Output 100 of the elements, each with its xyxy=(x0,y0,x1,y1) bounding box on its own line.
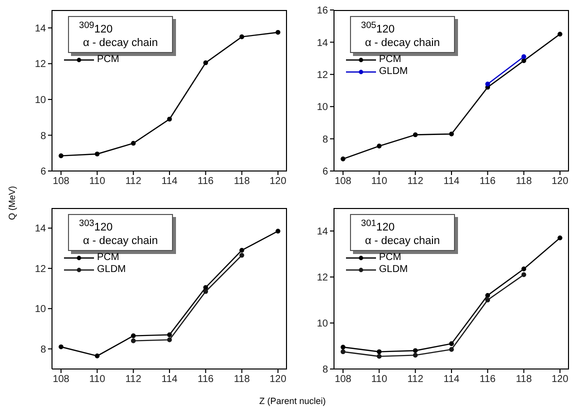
x-tick-label: 108 xyxy=(52,176,70,188)
point xyxy=(376,144,382,148)
point xyxy=(449,132,454,136)
x-tick-label: 116 xyxy=(480,176,496,188)
x-axis-title: Z (Parent nuclei) xyxy=(258,396,327,406)
y-tick-label: 8 xyxy=(40,130,46,142)
y-tick-label: 10 xyxy=(316,318,328,330)
point xyxy=(239,34,244,40)
x-tick-label: 114 xyxy=(162,176,178,188)
y-tick-label: 8 xyxy=(322,364,328,376)
x-tick-label: 116 xyxy=(480,374,496,386)
text: $^{305}$120 xyxy=(361,19,396,37)
x-tick-label: 110 xyxy=(89,374,106,386)
point xyxy=(376,354,382,359)
x-tick-label: 114 xyxy=(162,374,178,386)
y-tick-label: 10 xyxy=(316,102,328,114)
y-tick-label: 8 xyxy=(40,344,46,356)
x-tick-label: 118 xyxy=(516,374,532,386)
legend-label: PCM xyxy=(379,252,402,264)
point xyxy=(203,60,208,66)
x-tick-label: 114 xyxy=(444,176,460,188)
point xyxy=(130,333,136,338)
x-tick-label: 120 xyxy=(270,176,287,188)
y-tick-label: 12 xyxy=(34,59,46,70)
point xyxy=(558,236,562,240)
x-tick-label: 108 xyxy=(334,176,352,188)
x-tick-label: 108 xyxy=(52,374,70,386)
x-tick-label: 112 xyxy=(125,176,142,188)
point xyxy=(167,332,172,338)
legend-label: GLDM xyxy=(379,264,408,276)
x-tick-label: 110 xyxy=(371,374,388,386)
legend-label: PCM xyxy=(97,54,120,66)
legend-label: GLDM xyxy=(97,264,126,276)
x-tick-label: 108 xyxy=(334,374,352,386)
legend-label: PCM xyxy=(379,54,402,66)
point xyxy=(412,348,418,353)
text: α - decay chain xyxy=(364,36,440,50)
y-tick-label: 10 xyxy=(34,94,46,106)
y-tick-label: 14 xyxy=(34,224,46,235)
x-tick-label: 116 xyxy=(198,374,214,386)
x-tick-label: 114 xyxy=(444,374,460,386)
x-tick-label: 118 xyxy=(234,176,250,188)
point xyxy=(340,344,346,350)
y-tick-label: 12 xyxy=(316,272,328,284)
point xyxy=(485,293,490,298)
y-tick-label: 6 xyxy=(322,166,328,178)
point xyxy=(521,272,526,278)
point xyxy=(485,298,490,302)
x-tick-label: 120 xyxy=(552,176,569,188)
x-tick-label: 118 xyxy=(516,176,532,188)
y-tick-label: 14 xyxy=(34,23,46,34)
x-tick-label: 112 xyxy=(407,374,424,386)
point xyxy=(58,153,64,158)
point xyxy=(340,156,346,162)
y-axis-title: Q (MeV) xyxy=(7,185,17,222)
legend-label: GLDM xyxy=(379,66,408,78)
point xyxy=(276,30,280,35)
point xyxy=(412,132,418,138)
point xyxy=(521,58,526,64)
y-tick-label: 14 xyxy=(316,38,328,49)
point xyxy=(485,82,490,86)
point xyxy=(449,341,454,346)
text: $^{303}$120 xyxy=(79,217,114,235)
x-tick-label: 110 xyxy=(89,176,106,188)
point xyxy=(167,337,172,342)
y-tick-label: 10 xyxy=(34,304,46,316)
text: α - decay chain xyxy=(364,234,440,248)
y-tick-label: 12 xyxy=(316,70,328,81)
point xyxy=(376,349,382,354)
x-tick-label: 112 xyxy=(407,176,424,188)
point xyxy=(58,344,64,350)
x-tick-label: 120 xyxy=(270,374,287,386)
x-tick-label: 112 xyxy=(125,374,142,386)
point xyxy=(521,266,526,272)
y-tick-label: 14 xyxy=(316,226,328,238)
point xyxy=(94,354,100,358)
y-tick-label: 8 xyxy=(322,134,328,146)
y-tick-label: 16 xyxy=(316,6,328,17)
text: $^{301}$120 xyxy=(361,217,396,235)
x-tick-label: 110 xyxy=(371,176,388,188)
point xyxy=(130,140,136,146)
point xyxy=(167,116,172,122)
point xyxy=(203,289,208,294)
point xyxy=(203,285,208,290)
point xyxy=(239,252,244,258)
y-tick-label: 12 xyxy=(34,264,46,275)
point xyxy=(94,152,100,156)
point xyxy=(412,352,418,358)
point xyxy=(521,54,526,60)
x-tick-label: 118 xyxy=(234,374,250,386)
text: α - decay chain xyxy=(82,36,158,50)
point xyxy=(449,347,454,352)
text: α - decay chain xyxy=(82,234,158,248)
point xyxy=(340,349,346,354)
point xyxy=(558,32,562,37)
x-tick-label: 116 xyxy=(198,176,214,188)
point xyxy=(130,338,136,344)
text: $^{309}$120 xyxy=(79,19,114,37)
point xyxy=(276,228,280,234)
y-tick-label: 6 xyxy=(40,166,46,178)
